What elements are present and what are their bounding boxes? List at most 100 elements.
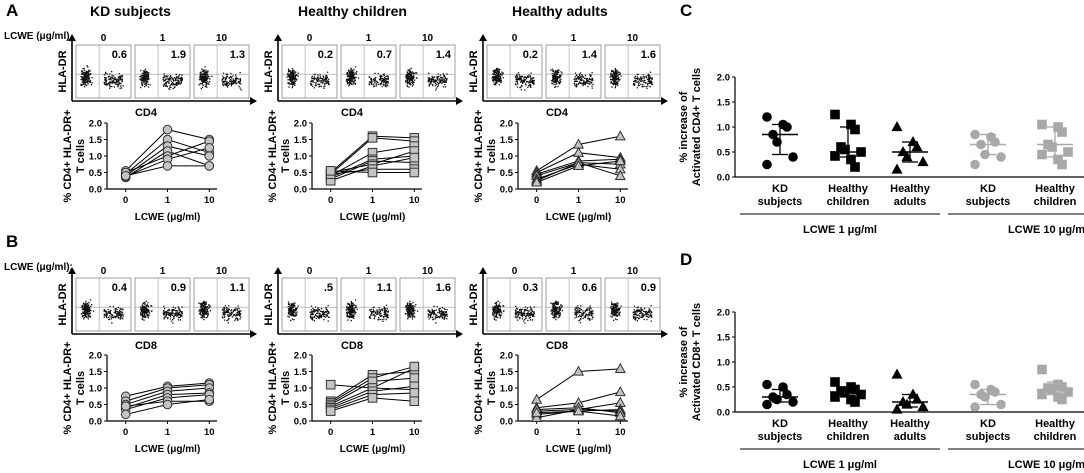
flow-dose-label: 0 [101, 33, 107, 44]
y-tick-label: 0.5 [294, 400, 308, 411]
x-tick-label: 0 [534, 427, 539, 438]
y-axis-label-line1: % increase of [678, 326, 690, 397]
y-axis-label-line1: % CD4+ HLA-DR+ [62, 110, 74, 203]
flow-x-label: CD4 [341, 107, 364, 119]
group-label-line1: KD [980, 183, 996, 195]
group-3 [970, 379, 1006, 412]
flow-value: 1.9 [171, 49, 186, 61]
y-tick-label: 0.0 [717, 408, 730, 419]
flow-x-arrow [250, 97, 257, 105]
group-2 [891, 121, 929, 174]
y-tick-label: 0.5 [89, 400, 103, 411]
data-point-6 [970, 402, 980, 412]
series-point-6-1 [162, 161, 173, 171]
data-point-5 [996, 152, 1006, 162]
flow-events [610, 301, 653, 322]
series-point-8-1 [367, 167, 378, 178]
group-label-line2: subjects [758, 196, 803, 208]
data-point-5 [856, 147, 866, 157]
data-point-8 [1057, 394, 1067, 405]
flow-value: 1.4 [582, 49, 598, 61]
flow-dose-label: 10 [627, 33, 639, 44]
x-axis-label: LCWE (μg/ml) [135, 212, 201, 223]
series-point-6-2 [614, 410, 626, 421]
group-label-line2: subjects [758, 431, 803, 443]
series-point-6-2 [409, 152, 420, 163]
series-point-0-1 [162, 124, 173, 135]
flow-x-label: CD4 [546, 107, 569, 119]
x-axis-label: LCWE (μg/ml) [340, 444, 406, 455]
data-point-1 [907, 136, 919, 147]
data-point-2 [850, 384, 860, 395]
flow-x-arrow [456, 330, 463, 338]
flow-events [550, 68, 594, 89]
data-point-2 [850, 124, 860, 135]
flow-group-1-1: 0 1 10 .5 1.1 1.6 CD8 HLA-DR [263, 266, 463, 352]
x-tick-label: 1 [165, 427, 171, 438]
flow-value: 0.9 [641, 282, 656, 294]
data-point-6 [1037, 389, 1047, 400]
series-point-0-2 [614, 362, 626, 374]
flow-dose-label: 10 [627, 266, 639, 277]
y-axis-label-line2: T cells [280, 371, 292, 405]
group-label-line2: children [827, 431, 870, 443]
x-tick-label: 10 [615, 195, 626, 206]
flow-box [193, 277, 250, 332]
flow-dose-label: 1 [571, 33, 577, 44]
flow-value: 0.6 [582, 282, 597, 294]
panel-label-b: B [6, 232, 18, 251]
series-point-6-2 [409, 388, 420, 398]
flow-y-label: HLA-DR [263, 50, 275, 92]
flow-events [491, 300, 535, 324]
x-axis-label: LCWE (μg/ml) [135, 444, 201, 455]
flow-events [139, 300, 183, 324]
y-tick-label: 0.0 [294, 185, 307, 196]
data-point-4 [980, 149, 990, 160]
y-tick-label: 2.0 [294, 119, 307, 130]
flow-x-arrow [456, 97, 463, 105]
data-point-4 [901, 151, 913, 162]
flow-events [198, 300, 242, 324]
flow-value: 1.4 [436, 49, 452, 61]
x-tick-label: 1 [576, 195, 582, 206]
series-point-6-1 [572, 159, 585, 171]
flow-x-arrow [250, 330, 257, 338]
flow-dose-label: 10 [422, 33, 434, 44]
series-point-1-2 [614, 385, 626, 397]
section-label-1: LCWE 1 μg/ml [803, 224, 877, 236]
data-point-3 [897, 146, 909, 157]
data-point-8 [850, 162, 860, 172]
data-point-1 [907, 388, 919, 399]
flow-x-arrow [661, 330, 668, 338]
x-tick-label: 1 [370, 195, 376, 206]
flow-events [139, 68, 183, 90]
y-tick-label: 0.0 [89, 417, 102, 428]
y-axis-label-line1: % CD4+ HLA-DR+ [267, 110, 279, 203]
flow-value: .5 [324, 282, 333, 294]
lcwe-label-a: LCWE (μg/ml) [4, 31, 70, 42]
flow-y-label: HLA-DR [263, 283, 275, 325]
flow-group-0-2: 0 1 10 0.2 1.4 1.6 CD4 HLA-DR [468, 33, 668, 119]
group-label-line1: Healthy [828, 183, 869, 195]
data-point-5 [788, 397, 798, 407]
x-tick-label: 10 [409, 195, 420, 206]
y-tick-label: 2.0 [717, 73, 730, 84]
x-tick-label: 0 [328, 195, 333, 206]
data-point-3 [976, 139, 986, 150]
data-point-5 [996, 399, 1006, 410]
flow-value: 1.3 [230, 49, 245, 61]
group-1 [830, 109, 866, 172]
series-point-4-0 [531, 411, 543, 422]
x-tick-label: 1 [576, 427, 582, 438]
data-point-5 [1063, 387, 1073, 397]
data-point-4 [1047, 384, 1057, 395]
flow-events [404, 67, 448, 91]
flow-x-label: CD8 [546, 340, 568, 352]
x-axis-label: LCWE (μg/ml) [546, 444, 612, 455]
x-tick-label: 10 [409, 427, 420, 438]
series-point-5-2 [204, 142, 215, 153]
group-0 [762, 112, 798, 170]
x-tick-label: 10 [615, 427, 626, 438]
